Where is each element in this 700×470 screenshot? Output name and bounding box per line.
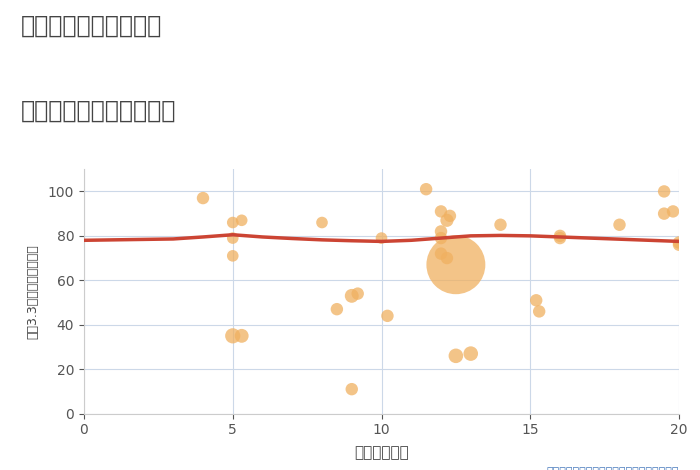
Point [450,261,461,268]
X-axis label: 駅距離（分）: 駅距離（分） [354,446,409,461]
Point [236,332,247,340]
Point [673,239,685,246]
Point [316,219,328,226]
Point [421,186,432,193]
Point [376,235,387,242]
Point [227,235,238,242]
Point [352,290,363,298]
Point [227,219,238,226]
Point [495,221,506,228]
Point [435,227,447,235]
Point [236,217,247,224]
Point [441,217,452,224]
Point [668,208,679,215]
Point [435,208,447,215]
Point [382,312,393,320]
Point [554,235,566,242]
Point [435,235,447,242]
Point [444,212,456,219]
Text: 円の大きさは、取引のあった物件面積を示す: 円の大きさは、取引のあった物件面積を示す [547,467,679,470]
Text: 愛知県一宮市佐千原の: 愛知県一宮市佐千原の [21,14,162,38]
Point [659,210,670,218]
Point [435,250,447,258]
Point [450,352,461,360]
Point [673,241,685,249]
Point [441,254,452,262]
Point [533,308,545,315]
Point [227,332,238,340]
Point [531,297,542,304]
Point [465,350,476,357]
Point [346,292,357,299]
Point [659,188,670,195]
Point [331,306,342,313]
Text: 駅距離別中古戸建て価格: 駅距離別中古戸建て価格 [21,99,176,123]
Y-axis label: 坪（3.3㎡）単価（万円）: 坪（3.3㎡）単価（万円） [27,244,40,339]
Point [346,385,357,393]
Point [197,194,209,202]
Point [614,221,625,228]
Point [554,232,566,240]
Point [227,252,238,259]
